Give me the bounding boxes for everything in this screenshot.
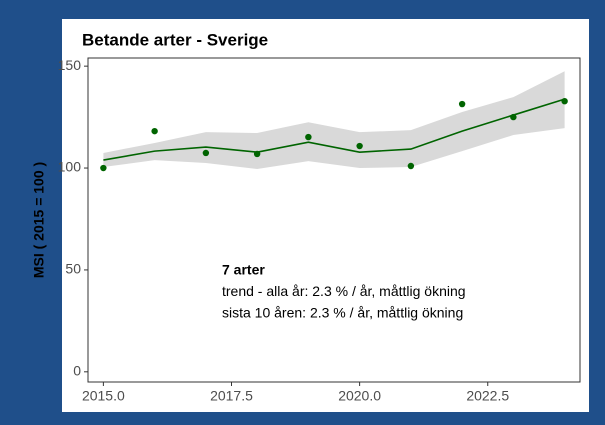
annotation: 7 arter [222, 262, 265, 278]
data-point [510, 113, 517, 121]
x-tick-label: 2022.5 [466, 388, 509, 404]
y-tick-label: 100 [58, 159, 82, 175]
data-point [458, 100, 466, 108]
annotation: sista 10 åren: 2.3 % / år, måttlig öknin… [222, 305, 463, 321]
x-tick-label: 2017.5 [210, 388, 253, 404]
data-point [407, 162, 415, 170]
y-tick-label: 150 [58, 57, 82, 73]
data-point [202, 149, 210, 157]
chart-background [62, 19, 589, 412]
data-point [100, 164, 107, 172]
y-tick-label: 0 [73, 363, 81, 379]
y-axis-label: MSI ( 2015 = 100 ) [31, 162, 47, 278]
data-point [356, 142, 363, 150]
data-point [151, 127, 158, 135]
trend-line [103, 98, 565, 161]
data-point [561, 98, 568, 105]
x-tick-label: 2020.0 [338, 388, 381, 404]
data-point [253, 150, 261, 158]
annotation: trend - alla år: 2.3 % / år, måttlig ökn… [222, 283, 466, 299]
y-tick-label: 50 [65, 261, 81, 277]
panel-border [87, 57, 581, 383]
confidence-band [103, 71, 565, 170]
data-point [305, 133, 312, 141]
chart-title: Betande arter - Sverige [82, 30, 268, 49]
x-tick-label: 2015.0 [82, 388, 125, 404]
